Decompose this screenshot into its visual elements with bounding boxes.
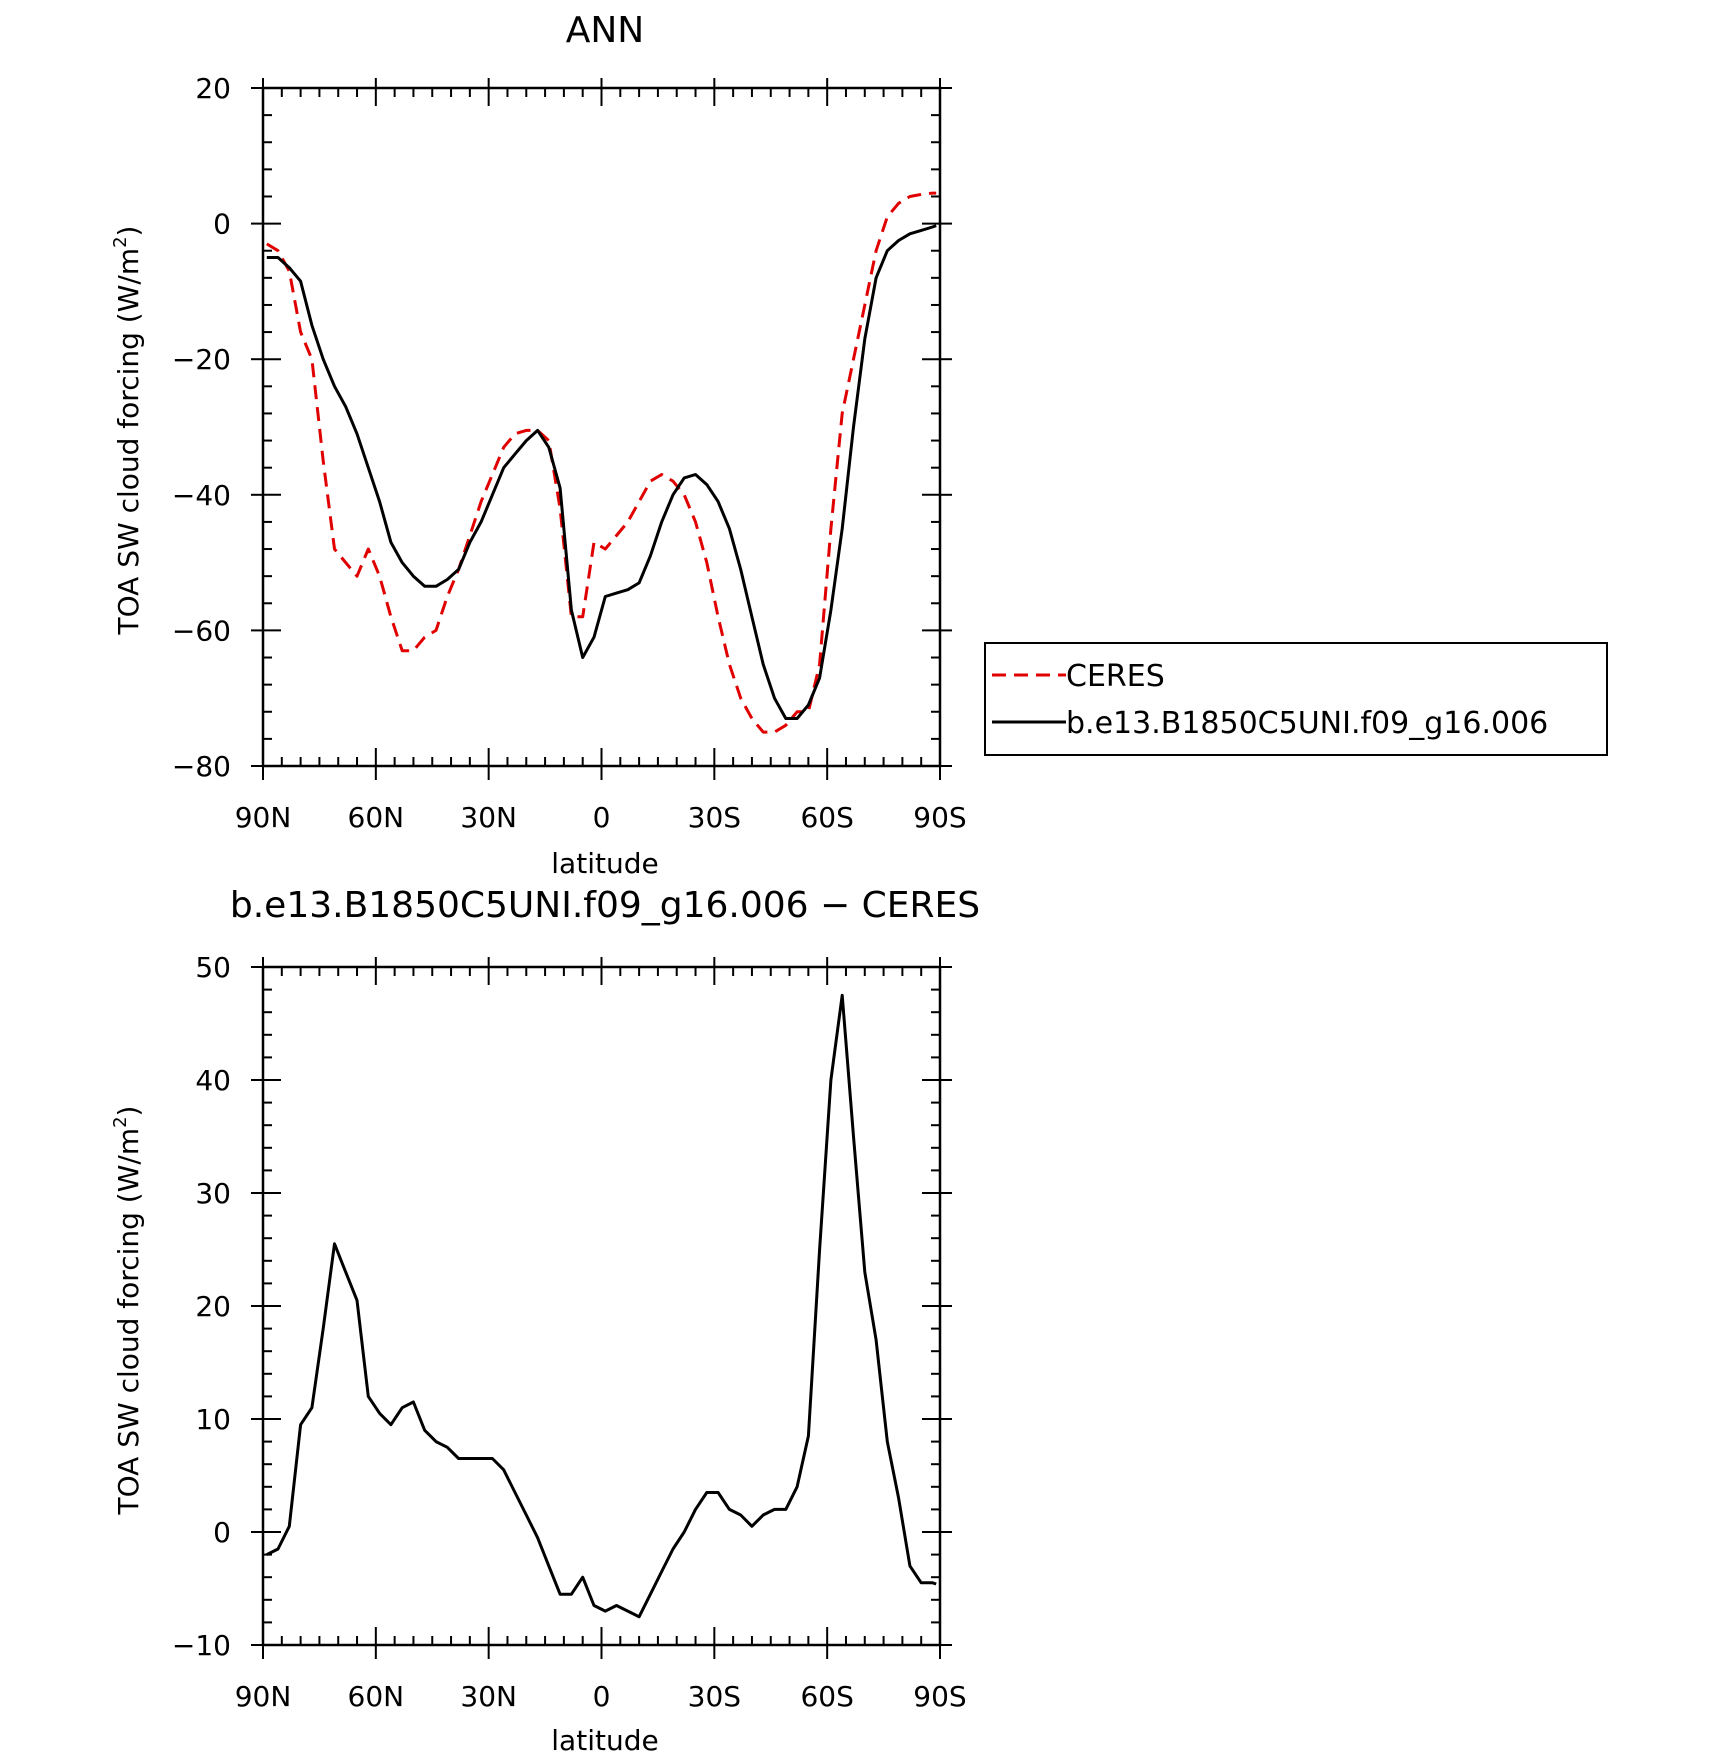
plot-frame: [261, 86, 942, 768]
x-tick-label: 0: [593, 1680, 611, 1713]
legend-model-label: b.e13.B1850C5UNI.f09_g16.006: [1066, 706, 1548, 741]
y-tick-label: −60: [172, 614, 231, 647]
y-tick-label: 30: [195, 1177, 231, 1210]
x-tick-label: 30N: [460, 801, 517, 834]
y-tick-label: 20: [195, 72, 231, 105]
x-tick-label: 60S: [800, 1680, 853, 1713]
bottom-panel-y-axis-label: TOA SW cloud forcing (W/m2): [110, 1106, 145, 1516]
y-tick-label: 0: [213, 1516, 231, 1549]
x-tick-label: 90S: [913, 801, 966, 834]
y-tick-label: 20: [195, 1290, 231, 1323]
legend-box: [984, 642, 1608, 756]
y-tick-label: 0: [213, 208, 231, 241]
top-panel-y-axis-label: TOA SW cloud forcing (W/m2): [110, 226, 145, 636]
x-tick-label: 60N: [348, 1680, 405, 1713]
y-tick-label: −40: [172, 479, 231, 512]
series-line-ceres: [266, 191, 937, 734]
y-tick-label: −20: [172, 343, 231, 376]
x-tick-label: 0: [593, 801, 611, 834]
y-tick-label: −10: [172, 1629, 231, 1662]
x-tick-label: 30N: [460, 1680, 517, 1713]
top-panel-series: [266, 191, 937, 734]
x-tick-label: 60S: [800, 801, 853, 834]
bottom-panel-x-axis-label: latitude: [551, 1724, 658, 1756]
top-panel-title: ANN: [566, 10, 645, 51]
plot-frame: [261, 965, 942, 1647]
legend-ceres-label: CERES: [1066, 659, 1165, 694]
x-tick-label: 30S: [688, 801, 741, 834]
series-line-difference-0: [266, 993, 937, 1619]
bottom-panel-title: b.e13.B1850C5UNI.f09_g16.006 − CERES: [230, 885, 980, 926]
top-panel-x-axis-label: latitude: [551, 847, 658, 880]
y-tick-label: 10: [195, 1403, 231, 1436]
x-tick-label: 60N: [348, 801, 405, 834]
y-tick-label: 50: [195, 951, 231, 984]
y-tick-label: −80: [172, 750, 231, 783]
legend: CERES b.e13.B1850C5UNI.f09_g16.006: [984, 642, 1608, 756]
series-line-b-e13-b1850c5uni-f09-g16-006: [266, 224, 937, 720]
x-tick-label: 30S: [688, 1680, 741, 1713]
x-tick-label: 90S: [913, 1680, 966, 1713]
y-tick-label: 40: [195, 1064, 231, 1097]
bottom-panel-series: [266, 993, 937, 1619]
x-tick-label: 90N: [235, 801, 292, 834]
x-tick-label: 90N: [235, 1680, 292, 1713]
bottom-panel: b.e13.B1850C5UNI.f09_g16.006 − CERES 50 4…: [110, 885, 980, 1757]
